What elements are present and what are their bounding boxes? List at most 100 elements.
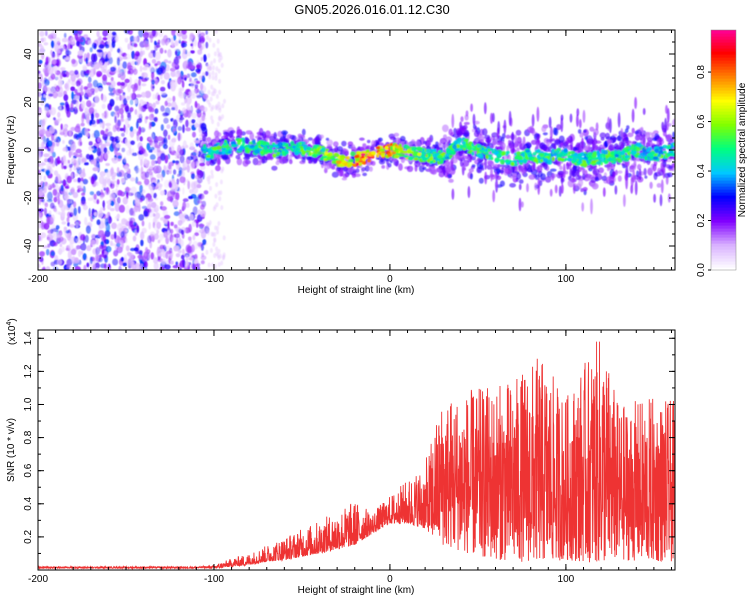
spectrogram-noise-mark	[77, 85, 81, 94]
colorbar-segment	[711, 90, 736, 94]
spectrogram-noise-mark	[150, 252, 155, 260]
spectrogram-noise-mark	[94, 112, 100, 119]
spectrogram-noise-mark	[71, 91, 74, 101]
spectrogram-noise-mark	[99, 207, 104, 211]
spectrogram-halo-mark	[584, 136, 589, 140]
spectrogram-noise-mark	[84, 162, 89, 166]
spectrogram-halo-mark	[202, 135, 207, 142]
spectrogram-halo-mark	[214, 136, 220, 143]
spectrogram-core-mark	[379, 145, 384, 150]
spectrogram-noise-mark	[49, 184, 56, 189]
spectrogram-noise-mark	[86, 88, 93, 95]
spectrogram-halo-mark	[314, 136, 320, 144]
spectrogram-noise-mark	[186, 109, 193, 118]
spectrogram-noise-mark	[43, 42, 49, 46]
spectrogram-noise-mark	[119, 94, 122, 101]
spectrogram-noise-mark	[208, 175, 212, 180]
spectrogram-streak-mark	[474, 125, 478, 132]
spectrogram-noise-mark	[56, 49, 60, 55]
spectrogram-noise-mark	[173, 211, 180, 217]
spectrogram-core-mark	[454, 140, 458, 145]
spectrogram-noise-mark	[73, 178, 78, 183]
spectrogram-core-mark	[581, 159, 587, 164]
spectrogram-noise-mark	[157, 94, 161, 101]
spectrogram-noise-mark	[185, 144, 189, 149]
spectrogram-noise-mark	[128, 147, 132, 154]
spectrogram-noise-mark	[38, 59, 43, 64]
spectrogram-core-mark	[490, 156, 494, 161]
snr-x-tick-label: 0	[387, 574, 393, 585]
spectrogram-noise-mark	[215, 182, 219, 188]
spectrogram-noise-mark	[163, 214, 171, 220]
spectrogram-noise-mark	[148, 211, 155, 218]
spectrogram-core-mark	[405, 145, 411, 149]
spectrogram-streak-mark	[592, 140, 595, 151]
spectrogram-noise-mark	[217, 68, 221, 74]
colorbar-segment	[711, 186, 736, 190]
spectrogram-noise-mark	[176, 147, 183, 156]
spectrogram-noise-mark	[97, 37, 102, 41]
spectrogram-noise-mark	[97, 210, 104, 219]
spectrogram-streak-mark	[459, 121, 462, 129]
spectrogram-noise-mark	[129, 45, 134, 51]
colorbar-segment	[711, 201, 736, 205]
spectrogram-noise-mark	[151, 30, 157, 37]
spectrogram-core-mark	[591, 153, 597, 158]
spectrogram-noise-mark	[156, 152, 161, 157]
spectrogram-noise-mark	[40, 100, 44, 107]
spectrogram-noise-mark	[116, 57, 121, 66]
spectrogram-noise-mark	[194, 83, 199, 89]
spectrogram-noise-mark	[160, 190, 165, 196]
spectrogram-halo-mark	[307, 137, 313, 141]
spectrogram-core-mark	[239, 146, 245, 150]
spectrogram-core-mark	[563, 148, 568, 153]
spectrogram-noise-mark	[221, 114, 225, 120]
spectrogram-noise-mark	[160, 201, 164, 206]
spectrogram-noise-mark	[117, 155, 122, 160]
spectrogram-streak-mark	[531, 114, 535, 127]
spectrogram-core-mark	[326, 156, 332, 161]
spectrogram-noise-mark	[189, 65, 196, 70]
spectrogram-noise-mark	[132, 235, 137, 242]
spectrogram-core-mark	[551, 149, 555, 153]
spectrogram-noise-mark	[47, 243, 51, 248]
spectrogram-noise-mark	[53, 207, 58, 213]
spectrogram-core-mark	[350, 151, 356, 157]
spectrogram-noise-mark	[125, 138, 128, 146]
spectrogram-halo-mark	[281, 138, 289, 144]
spectrogram-core-mark	[360, 153, 366, 157]
spectrogram-noise-mark	[160, 173, 164, 182]
spectrogram-halo-mark	[614, 169, 619, 176]
spectrogram-noise-mark	[81, 192, 86, 196]
spectrogram-noise-mark	[55, 210, 61, 215]
spectrogram-noise-mark	[39, 232, 47, 239]
spectrogram-halo-mark	[565, 137, 570, 145]
spectrogram-noise-mark	[106, 239, 109, 244]
spectrogram-noise-mark	[38, 143, 41, 147]
spectrogram-halo-mark	[636, 133, 641, 141]
spectrogram-noise-mark	[38, 188, 44, 197]
spectrogram-noise-mark	[125, 237, 128, 244]
spectrogram-noise-mark	[109, 98, 115, 107]
spectrogram-halo-mark	[595, 176, 599, 182]
spectrogram-core-mark	[413, 157, 419, 161]
spectrogram-noise-mark	[111, 157, 119, 164]
spectrogram-halo-mark	[341, 140, 347, 147]
spectrogram-noise-mark	[143, 153, 149, 157]
spectrogram-noise-mark	[182, 162, 186, 171]
spectrogram-noise-mark	[70, 102, 74, 111]
spectrogram-noise-mark	[140, 231, 145, 240]
spectrogram-noise-mark	[87, 40, 93, 45]
spectrogram-noise-mark	[56, 119, 60, 124]
spectrogram-halo-mark	[582, 167, 586, 175]
spectrogram-noise-mark	[80, 250, 84, 255]
spectrogram-noise-mark	[162, 143, 166, 149]
spectrogram-core-mark	[284, 143, 289, 148]
spectrogram-core-mark	[500, 159, 505, 165]
spectrogram-noise-mark	[160, 80, 165, 85]
spectrogram-noise-mark	[106, 136, 111, 144]
spectrogram-halo-mark	[647, 167, 653, 176]
spectrogram-noise-mark	[58, 247, 62, 255]
spectrogram-halo-mark	[487, 160, 495, 167]
